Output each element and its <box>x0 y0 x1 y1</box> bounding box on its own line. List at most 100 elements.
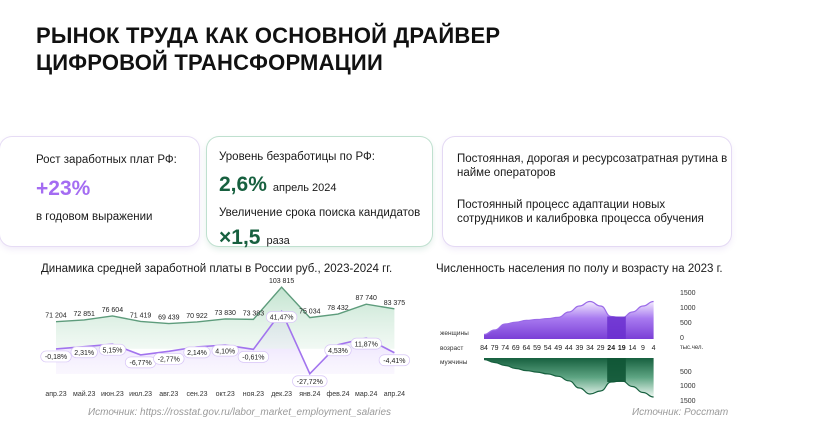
x-tick-label: фев.24 <box>326 391 349 398</box>
y-tick-label: 1000 <box>680 305 696 312</box>
women-highlight-band <box>607 316 626 339</box>
x-tick-label: мар.24 <box>355 391 377 398</box>
wage-chart-title: Динамика средней заработной платы в Росс… <box>41 263 393 275</box>
salary-value-label: 103 815 <box>269 278 294 285</box>
x-tick-label: июл.23 <box>129 391 152 398</box>
wage-growth-label: Рост заработных плат РФ: <box>36 154 177 166</box>
percent-value-label: -0,18% <box>45 354 67 361</box>
search-time-unit: раза <box>266 235 290 247</box>
percent-label-pill <box>70 346 98 359</box>
salary-line <box>55 286 395 325</box>
population-chart-source: Источник: Росстат <box>632 407 729 418</box>
percent-label-pill <box>40 350 72 363</box>
unemployment-label: Уровень безработицы по РФ: <box>219 151 375 163</box>
x-tick-label: апр.23 <box>45 391 66 398</box>
percent-label-pill <box>183 346 211 359</box>
percent-value-label: 5,15% <box>102 347 122 354</box>
x-tick-label: ноя.23 <box>243 391 264 398</box>
women-label: женщины <box>440 330 469 337</box>
salary-value-label: 72 851 <box>73 311 95 318</box>
unemployment-card: Уровень безработицы по РФ: 2,6% апрель 2… <box>207 137 432 249</box>
salary-value-label: 70 922 <box>186 313 208 320</box>
x-tick-label: апр.24 <box>384 391 405 398</box>
search-time-value: ×1,5 <box>219 226 261 249</box>
x-tick-label: май.23 <box>73 390 95 398</box>
salary-value-label: 87 740 <box>355 295 377 302</box>
percent-label-pill <box>265 311 298 323</box>
women-area <box>484 301 654 339</box>
percent-value-label: 11,87% <box>355 341 378 348</box>
wage-chart: 71 204 72 851 76 604 71 419 69 439 70 922 73 8… <box>40 278 411 398</box>
wage-chart-source: Источник: https://rosstat.gov.ru/labor_m… <box>88 407 392 418</box>
age-tick-label: 49 <box>554 345 562 352</box>
x-tick-label: дек.23 <box>271 391 292 398</box>
age-tick-label: 74 <box>501 345 509 352</box>
age-tick-label: 19 <box>618 345 626 352</box>
search-time-label: Увеличение срока поиска кандидатов <box>219 207 421 219</box>
percent-label-pill <box>153 352 185 365</box>
age-tick-label: 44 <box>565 345 573 352</box>
age-tick-label: 59 <box>533 345 541 352</box>
percent-value-label: -0,61% <box>242 355 264 362</box>
salary-value-label: 76 604 <box>102 307 124 314</box>
percent-label-pill <box>211 344 239 357</box>
percent-value-label: 2,31% <box>74 350 94 357</box>
x-tick-label: окт.23 <box>216 391 235 398</box>
age-tick-label: 24 <box>607 345 615 352</box>
unit-label: тыс.чел. <box>680 345 703 351</box>
age-tick-label: 29 <box>597 345 605 352</box>
unemployment-value: 2,6% <box>219 173 267 196</box>
age-tick-label: 39 <box>576 345 584 352</box>
age-tick-label: 84 <box>480 345 488 352</box>
page-title-line-1: РЫНОК ТРУДА КАК ОСНОВНОЙ ДРАЙВЕР <box>36 23 501 48</box>
age-label: возраст <box>440 345 463 352</box>
problem-item-1: Постоянная, дорогая и ресурсозатратная р… <box>457 153 728 179</box>
x-tick-label: июн.23 <box>101 391 124 398</box>
y-tick-label: 0 <box>680 335 684 342</box>
age-tick-label: 34 <box>586 345 594 352</box>
percent-label-pill <box>378 354 411 367</box>
x-tick-label: янв.24 <box>299 391 320 398</box>
problem-item-2: Постоянный процесс адаптации новых сотру… <box>457 199 704 225</box>
y-tick-label: 1000 <box>680 383 696 390</box>
salary-area <box>56 287 395 349</box>
percent-label-pill <box>292 375 328 388</box>
wage-growth-note: в годовом выражении <box>36 211 153 223</box>
salary-value-label: 83 375 <box>384 300 406 307</box>
population-chart-title: Численность населения по полу и возрасту… <box>436 263 723 275</box>
x-tick-label: авг.23 <box>159 391 178 398</box>
age-tick-label: 79 <box>491 345 499 352</box>
page-title-line-2: ЦИФРОВОЙ ТРАНСФОРМАЦИИ <box>36 50 383 75</box>
salary-value-label: 71 419 <box>130 312 152 319</box>
wage-growth-card: Рост заработных плат РФ: +23% в годовом … <box>0 137 199 246</box>
x-tick-label: сен.23 <box>187 391 208 398</box>
percent-label-pill <box>350 337 382 350</box>
percent-value-label: -6,77% <box>130 360 152 367</box>
percent-label-pill <box>237 350 270 363</box>
age-tick-label: 64 <box>523 345 531 352</box>
salary-value-label: 73 830 <box>214 310 236 317</box>
problems-card: Постоянная, дорогая и ресурсозатратная р… <box>443 137 731 246</box>
men-label: мужчины <box>440 359 468 366</box>
y-tick-label: 500 <box>680 320 692 327</box>
age-tick-label: 14 <box>629 345 637 352</box>
percent-label-pill <box>98 343 127 356</box>
page-title: РЫНОК ТРУДА КАК ОСНОВНОЙ ДРАЙВЕР ЦИФРОВО… <box>36 22 500 76</box>
age-tick-label: 9 <box>641 345 645 352</box>
percent-value-label: -4,41% <box>383 358 405 365</box>
men-highlight-band <box>607 358 626 382</box>
age-tick-label: 69 <box>512 345 520 352</box>
salary-value-label: 71 204 <box>45 313 67 320</box>
y-tick-label: 1500 <box>680 398 696 405</box>
y-tick-label: 500 <box>680 369 692 376</box>
salary-value-label: 75 034 <box>299 309 321 316</box>
salary-value-label: 78 432 <box>327 305 349 312</box>
unemployment-period: апрель 2024 <box>272 182 337 194</box>
percent-value-label: 41,47% <box>270 315 294 322</box>
percent-value-label: 4,53% <box>328 348 348 355</box>
percent-value-label: -27,72% <box>297 379 323 386</box>
y-tick-label: 1500 <box>680 290 696 297</box>
salary-value-label: 73 383 <box>243 310 265 317</box>
percent-value-label: -2,77% <box>158 356 180 363</box>
percent-value-label: 4,10% <box>215 348 235 355</box>
